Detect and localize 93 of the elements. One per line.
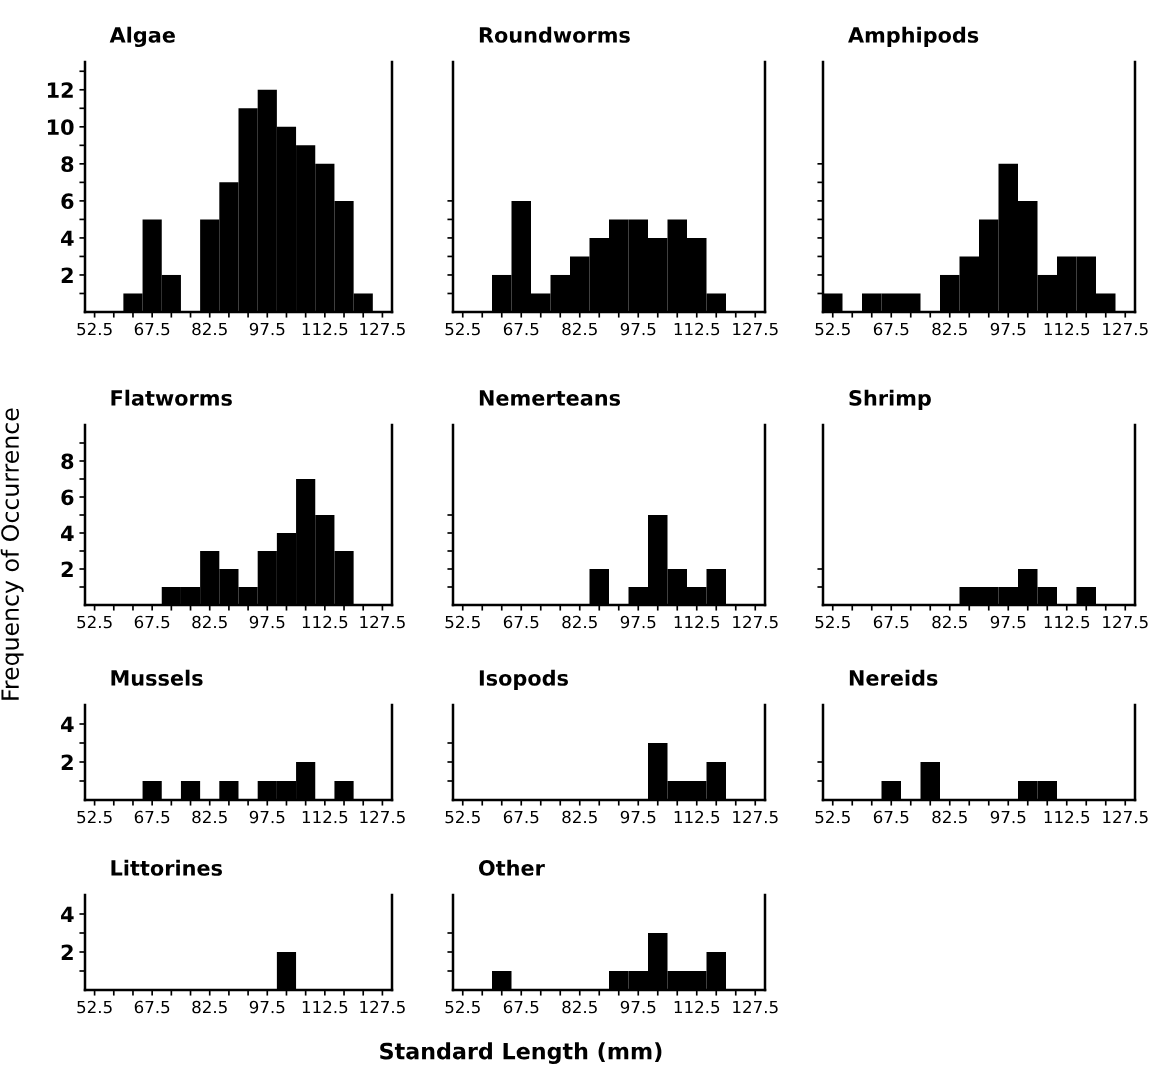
- chart-title: Flatworms: [111, 389, 232, 406]
- x-tick-label: 82.5: [562, 810, 597, 824]
- x-tick-label: 82.5: [192, 1000, 227, 1014]
- x-tick-label: 97.5: [249, 810, 285, 824]
- chart-title: Nemerteans: [479, 390, 621, 406]
- x-tick-label: 82.5: [192, 615, 227, 629]
- x-tick-label: 82.5: [932, 615, 967, 629]
- y-tick-label: 4: [61, 230, 74, 246]
- y-tick-label: 8: [61, 453, 74, 470]
- x-tick-label: 112.5: [1044, 322, 1090, 336]
- y-tick-label: 2: [61, 944, 73, 960]
- x-tick-label: 127.5: [733, 810, 778, 824]
- y-tick-label: 4: [61, 525, 74, 541]
- x-tick-label: 67.5: [873, 615, 909, 629]
- x-tick-label: 112.5: [674, 615, 720, 629]
- x-tick-label: 127.5: [733, 615, 778, 629]
- x-tick-label: 112.5: [302, 322, 348, 336]
- x-tick-label: 112.5: [1044, 615, 1090, 629]
- x-tick-label: 112.5: [674, 810, 720, 824]
- x-tick-label: 67.5: [873, 322, 909, 336]
- y-tick-label: 8: [61, 156, 74, 173]
- x-tick-label: 97.5: [620, 1000, 656, 1014]
- x-tick-label: 67.5: [503, 322, 539, 336]
- x-tick-label: 52.5: [815, 615, 850, 629]
- x-tick-label: 127.5: [360, 1000, 405, 1014]
- chart-title: Littorines: [111, 859, 222, 876]
- y-tick-label: 2: [61, 754, 73, 770]
- x-tick-label: 67.5: [134, 810, 170, 824]
- x-tick-label: 127.5: [1103, 810, 1148, 824]
- x-tick-label: 67.5: [503, 615, 539, 629]
- x-tick-label: 67.5: [134, 322, 170, 336]
- x-tick-label: 82.5: [932, 322, 967, 336]
- x-tick-label: 52.5: [815, 322, 850, 336]
- x-tick-label: 52.5: [445, 615, 480, 629]
- x-tick-label: 67.5: [134, 1000, 170, 1014]
- y-tick-label: 2: [61, 267, 73, 283]
- x-tick-label: 82.5: [562, 615, 597, 629]
- x-tick-label: 52.5: [815, 810, 850, 824]
- x-tick-label: 97.5: [620, 810, 656, 824]
- x-tick-label: 52.5: [445, 810, 480, 824]
- x-tick-label: 97.5: [249, 1000, 285, 1014]
- y-tick-label: 6: [61, 489, 74, 506]
- x-tick-label: 67.5: [503, 1000, 539, 1014]
- chart-title: Amphipods: [848, 26, 979, 47]
- x-tick-label: 97.5: [249, 322, 285, 336]
- x-tick-label: 52.5: [445, 1000, 480, 1014]
- x-tick-label: 127.5: [1103, 322, 1148, 336]
- chart-title: Nereids: [849, 669, 938, 686]
- x-tick-label: 112.5: [1044, 810, 1090, 824]
- x-tick-label: 82.5: [932, 810, 967, 824]
- x-tick-label: 97.5: [990, 615, 1026, 629]
- x-tick-label: 82.5: [192, 322, 227, 336]
- x-tick-label: 112.5: [302, 1000, 348, 1014]
- y-tick-label: 4: [61, 716, 74, 732]
- y-axis-title: Frequency of Occurrence: [0, 408, 24, 700]
- x-tick-label: 127.5: [733, 322, 778, 336]
- x-tick-label: 112.5: [302, 810, 348, 824]
- x-tick-label: 52.5: [77, 615, 112, 629]
- y-tick-label: 10: [47, 119, 74, 136]
- x-tick-label: 67.5: [873, 810, 909, 824]
- y-tick-label: 12: [47, 82, 73, 98]
- x-tick-label: 82.5: [562, 1000, 597, 1014]
- x-tick-label: 97.5: [990, 322, 1026, 336]
- x-tick-label: 97.5: [620, 615, 656, 629]
- y-tick-label: 2: [61, 561, 73, 577]
- x-tick-label: 127.5: [733, 1000, 778, 1014]
- x-tick-label: 97.5: [990, 810, 1026, 824]
- x-tick-label: 112.5: [302, 615, 348, 629]
- x-tick-label: 52.5: [77, 322, 112, 336]
- chart-title: Shrimp: [849, 389, 931, 410]
- x-tick-label: 67.5: [134, 615, 170, 629]
- chart-title: Algae: [109, 26, 175, 48]
- x-tick-label: 127.5: [360, 322, 405, 336]
- x-tick-label: 112.5: [674, 322, 720, 336]
- x-tick-label: 67.5: [503, 810, 539, 824]
- chart-title: Mussels: [111, 669, 203, 686]
- x-tick-label: 127.5: [1103, 615, 1148, 629]
- x-tick-label: 127.5: [360, 615, 405, 629]
- x-tick-label: 112.5: [674, 1000, 720, 1014]
- chart-title: Roundworms: [479, 26, 630, 43]
- y-tick-label: 4: [61, 906, 74, 922]
- x-tick-label: 127.5: [360, 810, 405, 824]
- x-axis-title: Standard Length (mm): [380, 1042, 662, 1064]
- x-tick-label: 82.5: [192, 810, 227, 824]
- chart-title: Other: [479, 859, 545, 876]
- chart-title: Isopods: [479, 669, 568, 690]
- x-tick-label: 97.5: [620, 322, 656, 336]
- y-tick-label: 6: [61, 193, 74, 210]
- x-tick-label: 82.5: [562, 322, 597, 336]
- x-tick-label: 52.5: [77, 810, 112, 824]
- x-tick-label: 97.5: [249, 615, 285, 629]
- x-tick-label: 52.5: [445, 322, 480, 336]
- x-tick-label: 52.5: [77, 1000, 112, 1014]
